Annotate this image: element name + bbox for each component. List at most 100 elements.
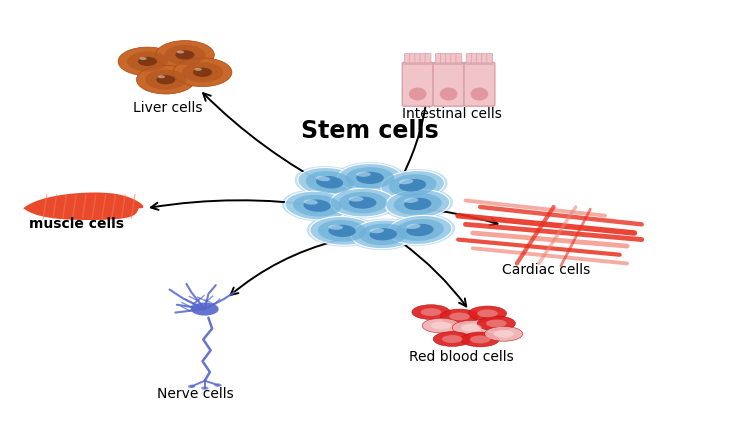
Ellipse shape xyxy=(139,57,147,60)
Ellipse shape xyxy=(404,198,419,203)
FancyBboxPatch shape xyxy=(477,54,482,64)
Ellipse shape xyxy=(386,190,450,218)
Ellipse shape xyxy=(297,168,361,197)
Ellipse shape xyxy=(388,216,452,245)
Ellipse shape xyxy=(330,188,395,217)
Ellipse shape xyxy=(471,88,488,100)
Ellipse shape xyxy=(349,197,363,202)
Text: Intestinal cells: Intestinal cells xyxy=(403,106,502,121)
FancyBboxPatch shape xyxy=(456,54,462,64)
Ellipse shape xyxy=(316,176,330,181)
FancyBboxPatch shape xyxy=(433,62,464,106)
Ellipse shape xyxy=(348,219,419,250)
Ellipse shape xyxy=(385,214,455,246)
FancyBboxPatch shape xyxy=(487,54,493,64)
Ellipse shape xyxy=(369,228,397,240)
FancyBboxPatch shape xyxy=(410,54,416,64)
FancyBboxPatch shape xyxy=(445,54,451,64)
FancyBboxPatch shape xyxy=(464,62,495,106)
FancyBboxPatch shape xyxy=(435,54,441,64)
Ellipse shape xyxy=(182,62,223,82)
Ellipse shape xyxy=(486,319,507,327)
Ellipse shape xyxy=(388,174,437,196)
Ellipse shape xyxy=(351,220,415,249)
FancyBboxPatch shape xyxy=(466,54,472,64)
Ellipse shape xyxy=(346,167,394,189)
Ellipse shape xyxy=(156,75,175,84)
Text: Liver cells: Liver cells xyxy=(133,101,203,115)
Polygon shape xyxy=(24,192,144,220)
Ellipse shape xyxy=(164,45,206,65)
Ellipse shape xyxy=(470,336,491,343)
Ellipse shape xyxy=(327,187,398,218)
FancyBboxPatch shape xyxy=(415,54,420,64)
Ellipse shape xyxy=(145,70,186,90)
Ellipse shape xyxy=(440,88,457,100)
Ellipse shape xyxy=(173,58,232,87)
Ellipse shape xyxy=(138,57,157,66)
Ellipse shape xyxy=(409,88,426,100)
Ellipse shape xyxy=(433,332,471,346)
Ellipse shape xyxy=(431,322,451,330)
Ellipse shape xyxy=(394,193,442,215)
Ellipse shape xyxy=(399,179,413,184)
Ellipse shape xyxy=(452,320,491,335)
Ellipse shape xyxy=(383,188,453,220)
Ellipse shape xyxy=(329,225,343,230)
Ellipse shape xyxy=(136,65,195,94)
Ellipse shape xyxy=(295,166,365,198)
Ellipse shape xyxy=(193,68,212,77)
Ellipse shape xyxy=(329,225,356,237)
Ellipse shape xyxy=(377,169,448,202)
Ellipse shape xyxy=(310,216,374,245)
Ellipse shape xyxy=(158,75,165,78)
Ellipse shape xyxy=(155,40,215,69)
Ellipse shape xyxy=(468,306,507,321)
FancyBboxPatch shape xyxy=(420,54,426,64)
Ellipse shape xyxy=(396,219,444,241)
Ellipse shape xyxy=(127,51,168,71)
Ellipse shape xyxy=(306,171,354,193)
FancyBboxPatch shape xyxy=(451,54,457,64)
Ellipse shape xyxy=(406,224,420,229)
FancyBboxPatch shape xyxy=(471,54,477,64)
Ellipse shape xyxy=(306,215,377,247)
Ellipse shape xyxy=(118,47,177,76)
Ellipse shape xyxy=(282,190,352,222)
Ellipse shape xyxy=(201,386,209,390)
Ellipse shape xyxy=(494,330,514,338)
Ellipse shape xyxy=(381,171,445,200)
Text: muscle cells: muscle cells xyxy=(29,217,124,231)
Ellipse shape xyxy=(404,198,431,210)
Ellipse shape xyxy=(461,332,500,347)
FancyBboxPatch shape xyxy=(425,54,431,64)
Ellipse shape xyxy=(334,162,406,194)
Ellipse shape xyxy=(449,312,470,320)
Ellipse shape xyxy=(177,51,184,54)
Ellipse shape xyxy=(188,385,195,388)
FancyBboxPatch shape xyxy=(440,54,446,64)
Ellipse shape xyxy=(369,228,384,233)
Ellipse shape xyxy=(359,224,408,245)
Ellipse shape xyxy=(195,68,202,71)
Ellipse shape xyxy=(303,199,318,205)
Ellipse shape xyxy=(485,326,522,341)
FancyBboxPatch shape xyxy=(405,54,411,64)
Ellipse shape xyxy=(293,195,341,216)
Ellipse shape xyxy=(477,316,516,331)
Ellipse shape xyxy=(175,50,195,59)
Ellipse shape xyxy=(191,303,219,315)
Ellipse shape xyxy=(442,335,462,343)
Ellipse shape xyxy=(420,308,441,316)
Text: Red blood cells: Red blood cells xyxy=(409,350,514,364)
FancyBboxPatch shape xyxy=(403,62,493,65)
Ellipse shape xyxy=(356,172,371,177)
Text: Nerve cells: Nerve cells xyxy=(157,387,234,401)
Ellipse shape xyxy=(399,179,426,191)
Ellipse shape xyxy=(285,191,349,220)
Ellipse shape xyxy=(461,324,482,332)
Ellipse shape xyxy=(422,318,460,333)
Ellipse shape xyxy=(318,220,366,242)
Ellipse shape xyxy=(406,224,434,236)
Ellipse shape xyxy=(477,309,498,317)
